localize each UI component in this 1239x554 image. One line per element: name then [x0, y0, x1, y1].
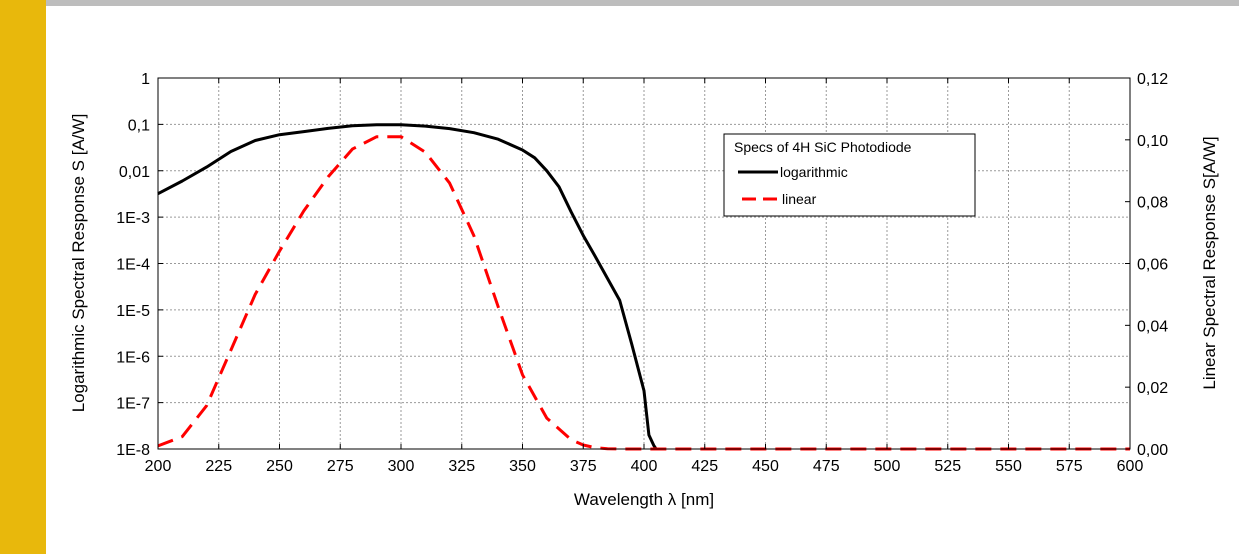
y-left-tick-label: 0,1 — [128, 117, 150, 134]
y-axis-left-label: Logarithmic Spectral Response S [A/W] — [69, 114, 88, 413]
x-tick-label: 325 — [448, 458, 475, 475]
y-left-tick-label: 1E-3 — [116, 210, 150, 227]
x-tick-label: 375 — [570, 458, 597, 475]
side-accent-bar — [0, 0, 46, 554]
y-left-tick-label: 0,01 — [119, 164, 150, 181]
x-tick-label: 300 — [388, 458, 415, 475]
y-axis-right-label: Linear Spectral Response S[A/W] — [1200, 136, 1219, 389]
y-right-tick-label: 0,00 — [1137, 442, 1168, 459]
y-left-tick-label: 1 — [141, 71, 150, 88]
tick-labels: 200 225 250 275 300 325 350 375 400 425 450 475 500 5… — [116, 71, 1168, 475]
y-left-tick-label: 1E-8 — [116, 442, 150, 459]
y-left-tick-label: 1E-6 — [116, 349, 150, 366]
top-rule — [0, 0, 1239, 6]
x-tick-label: 500 — [874, 458, 901, 475]
x-tick-label: 450 — [752, 458, 779, 475]
y-right-tick-label: 0,10 — [1137, 133, 1168, 150]
x-tick-label: 400 — [631, 458, 658, 475]
series-line-logarithmic — [157, 123, 658, 450]
x-tick-label: 275 — [327, 458, 354, 475]
legend-entry-linear: linear — [782, 191, 817, 207]
y-right-tick-label: 0,12 — [1137, 71, 1168, 88]
x-axis-label: Wavelength λ [nm] — [574, 490, 714, 509]
legend-title: Specs of 4H SiC Photodiode — [734, 139, 912, 155]
x-tick-label: 475 — [813, 458, 840, 475]
x-tick-label: 350 — [509, 458, 536, 475]
y-right-tick-label: 0,04 — [1137, 318, 1168, 335]
x-tick-label: 200 — [145, 458, 172, 475]
x-tick-label: 600 — [1117, 458, 1144, 475]
y-right-tick-label: 0,06 — [1137, 257, 1168, 274]
y-right-tick-label: 0,02 — [1137, 380, 1168, 397]
legend: Specs of 4H SiC Photodiode logarithmic l… — [723, 133, 976, 217]
y-right-tick-label: 0,08 — [1137, 195, 1168, 212]
x-tick-label: 550 — [995, 458, 1022, 475]
y-left-tick-label: 1E-4 — [116, 257, 150, 274]
x-tick-label: 250 — [266, 458, 293, 475]
x-tick-label: 575 — [1056, 458, 1083, 475]
y-left-tick-label: 1E-7 — [116, 396, 150, 413]
x-tick-label: 225 — [205, 458, 232, 475]
x-tick-label: 425 — [691, 458, 718, 475]
x-tick-label: 525 — [934, 458, 961, 475]
legend-box — [723, 133, 976, 217]
legend-entry-logarithmic: logarithmic — [780, 164, 848, 180]
y-left-tick-label: 1E-5 — [116, 303, 150, 320]
